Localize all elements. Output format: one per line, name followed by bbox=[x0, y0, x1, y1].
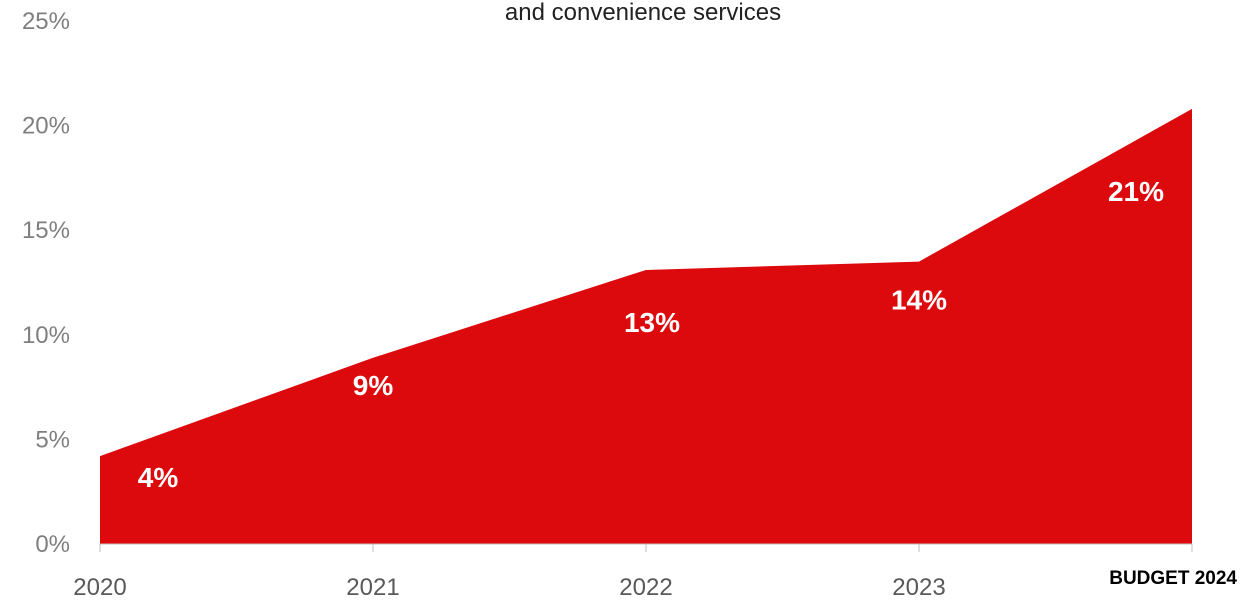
data-labels: 4% 9% 13% 14% 21% bbox=[138, 176, 1164, 493]
area-layer bbox=[100, 108, 1192, 544]
y-tick-label: 0% bbox=[35, 531, 70, 558]
data-label: 9% bbox=[353, 370, 394, 401]
x-tick-label: 2022 bbox=[619, 574, 672, 601]
data-label: 4% bbox=[138, 462, 179, 493]
y-tick-label: 20% bbox=[22, 113, 70, 140]
y-tick-label: 10% bbox=[22, 322, 70, 349]
data-label: 14% bbox=[891, 285, 947, 316]
y-tick-label: 5% bbox=[35, 426, 70, 453]
y-tick-label: 15% bbox=[22, 217, 70, 244]
data-label: 21% bbox=[1108, 176, 1164, 207]
x-tick-label: 2023 bbox=[892, 574, 945, 601]
area-series bbox=[100, 108, 1192, 544]
y-tick-label: 25% bbox=[22, 8, 70, 35]
x-axis: 2020 2021 2022 2023 BUDGET 2024 bbox=[73, 543, 1237, 601]
x-tick-label: BUDGET 2024 bbox=[1109, 568, 1237, 589]
chart-title: and convenience services bbox=[505, 0, 781, 26]
y-axis: 0% 5% 10% 15% 20% 25% bbox=[22, 8, 70, 558]
x-tick-label: 2020 bbox=[73, 574, 126, 601]
x-tick-label: 2021 bbox=[346, 574, 399, 601]
data-label: 13% bbox=[624, 307, 680, 338]
